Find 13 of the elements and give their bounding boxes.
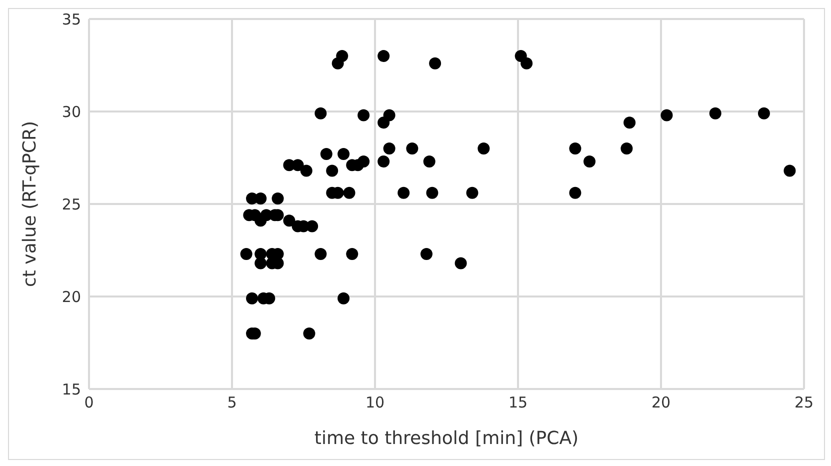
x-tick-label: 20: [651, 394, 671, 412]
y-tick-label: 15: [62, 380, 81, 398]
y-tick-label: 30: [62, 102, 81, 121]
y-tick-label: 25: [62, 195, 81, 214]
x-axis-title: time to threshold [min] (PCA): [314, 428, 579, 449]
x-tick-label: 25: [794, 394, 814, 412]
y-axis-title: ct value (RT-qPCR): [19, 121, 40, 287]
x-tick-label: 0: [84, 394, 94, 412]
x-tick-label: 15: [508, 394, 528, 412]
y-tick-label: 35: [62, 10, 81, 28]
x-tick-label: 5: [227, 394, 237, 412]
y-tick-label: 20: [62, 288, 81, 306]
x-tick-label: 10: [365, 394, 385, 412]
